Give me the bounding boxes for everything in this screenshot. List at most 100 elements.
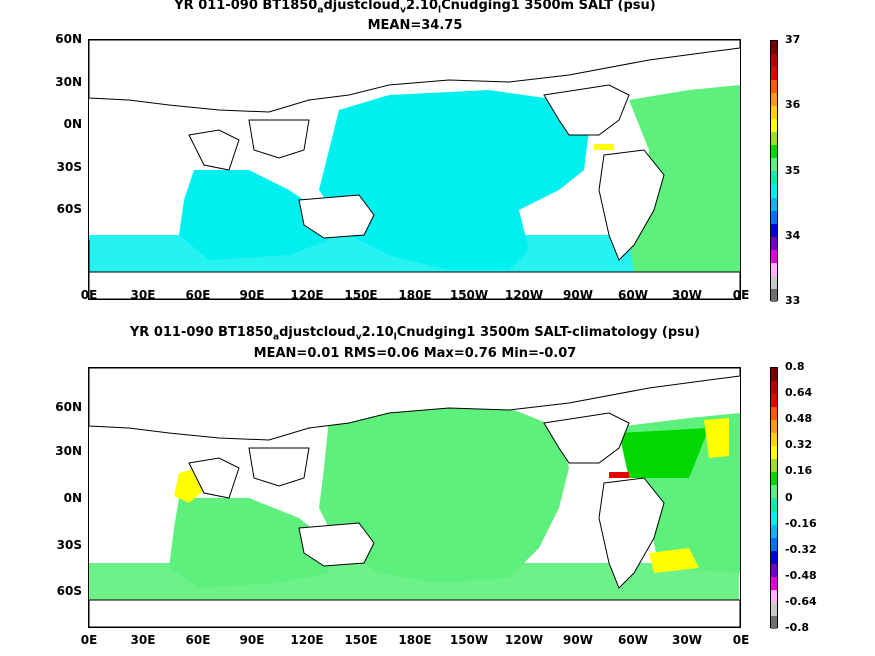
colorbar-segment bbox=[771, 236, 777, 250]
x-tick: 30E bbox=[130, 633, 156, 647]
colorbar-segment bbox=[771, 145, 777, 159]
x-tick: 120W bbox=[504, 633, 544, 647]
colorbar-segment bbox=[771, 472, 777, 486]
atlantic-region bbox=[629, 85, 740, 245]
colorbar-label: -0.8 bbox=[785, 621, 810, 634]
colorbar-segment bbox=[771, 119, 777, 133]
colorbar-segment bbox=[771, 275, 777, 289]
y-tick-0n-p2: 0N bbox=[63, 491, 82, 505]
x-tick: 90W bbox=[563, 288, 593, 302]
panel2-stats: MEAN=0.01 RMS=0.06 Max=0.76 Min=-0.07 bbox=[253, 346, 577, 361]
colorbar-label: 35 bbox=[785, 163, 801, 177]
colorbar-label: -0.48 bbox=[785, 568, 817, 582]
x-tick: 90E bbox=[239, 288, 265, 302]
x-tick: 90W bbox=[563, 633, 593, 647]
colorbar-segment bbox=[771, 485, 777, 499]
colorbar-segment bbox=[771, 197, 777, 211]
x-tick: 120W bbox=[504, 288, 544, 302]
y-tick-30s: 30S bbox=[56, 160, 82, 174]
colorbar-segment bbox=[771, 158, 777, 172]
colorbar-segment bbox=[771, 511, 777, 525]
x-tick: 120E bbox=[290, 633, 324, 647]
y-tick-0n: 0N bbox=[63, 117, 82, 131]
colorbar-label: 34 bbox=[785, 228, 801, 242]
x-tick: 60W bbox=[618, 633, 648, 647]
x-tick: 60W bbox=[618, 288, 648, 302]
colorbar-segment bbox=[771, 381, 777, 395]
x-tick: 150W bbox=[449, 288, 489, 302]
colorbar-segment bbox=[771, 537, 777, 551]
colorbar-segment bbox=[771, 106, 777, 120]
colorbar-segment bbox=[771, 589, 777, 603]
colorbar-segment bbox=[771, 132, 777, 146]
colorbar-segment bbox=[771, 524, 777, 538]
colorbar-label: 0.64 bbox=[785, 386, 813, 400]
colorbar-segment bbox=[771, 498, 777, 512]
colorbar-label: -0.64 bbox=[785, 594, 817, 608]
panel1-ocean bbox=[89, 85, 740, 272]
colorbar-segment bbox=[771, 93, 777, 107]
colorbar-segment bbox=[771, 210, 777, 224]
colorbar-segment bbox=[771, 602, 777, 616]
colorbar-segment bbox=[771, 184, 777, 198]
colorbar-segment bbox=[771, 171, 777, 185]
colorbar-segment bbox=[771, 368, 777, 382]
x-tick: 150E bbox=[344, 288, 378, 302]
x-tick: 30W bbox=[672, 633, 702, 647]
colorbar-label: -0.16 bbox=[785, 516, 817, 530]
colorbar-label: 37 bbox=[785, 33, 801, 46]
y-tick-60n: 60N bbox=[55, 32, 82, 46]
colorbar-segment bbox=[771, 407, 777, 421]
colorbar-segment bbox=[771, 262, 777, 276]
x-tick: 0E bbox=[732, 633, 750, 647]
colorbar-label: 33 bbox=[785, 294, 801, 307]
x-tick: 0E bbox=[732, 288, 750, 302]
panel1-land bbox=[89, 40, 740, 299]
colorbar-label: 0.8 bbox=[785, 360, 805, 373]
pacific-region bbox=[319, 90, 589, 270]
colorbar-segment bbox=[771, 41, 777, 55]
x-tick: 180E bbox=[398, 288, 432, 302]
x-tick: 30E bbox=[130, 288, 156, 302]
x-tick: 90E bbox=[239, 633, 265, 647]
panel2-colorbar bbox=[770, 367, 778, 629]
colorbar-segment bbox=[771, 67, 777, 81]
panel2-ocean bbox=[89, 408, 740, 600]
colorbar-segment bbox=[771, 420, 777, 434]
colorbar-segment bbox=[771, 249, 777, 263]
colorbar-segment bbox=[771, 54, 777, 68]
colorbar-label: -0.32 bbox=[785, 542, 817, 556]
panel1-colorbar bbox=[770, 40, 778, 302]
colorbar-segment bbox=[771, 288, 777, 302]
colorbar-segment bbox=[771, 223, 777, 237]
panel1-title: YR 011-090 BT1850adjustcloudv2.10lCnudgi… bbox=[174, 0, 656, 16]
y-tick-30n: 30N bbox=[55, 75, 82, 89]
panel1-mean: MEAN=34.75 bbox=[367, 18, 463, 33]
y-tick-30s-p2: 30S bbox=[56, 538, 82, 552]
south-atl-green bbox=[629, 235, 740, 272]
colorbar-label: 0.16 bbox=[785, 464, 813, 478]
x-tick: 150E bbox=[344, 633, 378, 647]
colorbar-label: 0 bbox=[785, 490, 793, 504]
colorbar-segment bbox=[771, 550, 777, 564]
x-tick: 150W bbox=[449, 633, 489, 647]
panel2-title: YR 011-090 BT1850adjustcloudv2.10lCnudgi… bbox=[129, 325, 701, 343]
colorbar-segment bbox=[771, 80, 777, 94]
colorbar-segment bbox=[771, 615, 777, 629]
x-tick: 60E bbox=[185, 633, 211, 647]
panel2-land bbox=[89, 368, 740, 627]
y-tick-60s: 60S bbox=[56, 202, 82, 216]
colorbar-segment bbox=[771, 446, 777, 460]
x-tick: 120E bbox=[290, 288, 324, 302]
colorbar-segment bbox=[771, 459, 777, 473]
colorbar-segment bbox=[771, 433, 777, 447]
x-tick: 0E bbox=[80, 633, 98, 647]
y-tick-30n-p2: 30N bbox=[55, 444, 82, 458]
x-tick: 180E bbox=[398, 633, 432, 647]
colorbar-label: 0.32 bbox=[785, 438, 813, 452]
y-tick-60n-p2: 60N bbox=[55, 400, 82, 414]
x-tick: 60E bbox=[185, 288, 211, 302]
colorbar-label: 0.48 bbox=[785, 412, 813, 426]
x-tick: 30W bbox=[672, 288, 702, 302]
colorbar-segment bbox=[771, 563, 777, 577]
